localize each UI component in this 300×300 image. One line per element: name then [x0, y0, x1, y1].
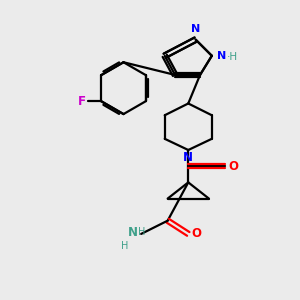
Text: ·H: ·H [226, 52, 238, 62]
Text: N: N [183, 152, 193, 164]
Text: F: F [78, 94, 86, 108]
Text: O: O [192, 227, 202, 240]
Text: O: O [228, 160, 238, 173]
Text: N: N [217, 51, 226, 61]
Text: H: H [121, 241, 129, 251]
Text: H: H [138, 227, 146, 237]
Text: N: N [191, 24, 200, 34]
Text: N: N [128, 226, 138, 239]
